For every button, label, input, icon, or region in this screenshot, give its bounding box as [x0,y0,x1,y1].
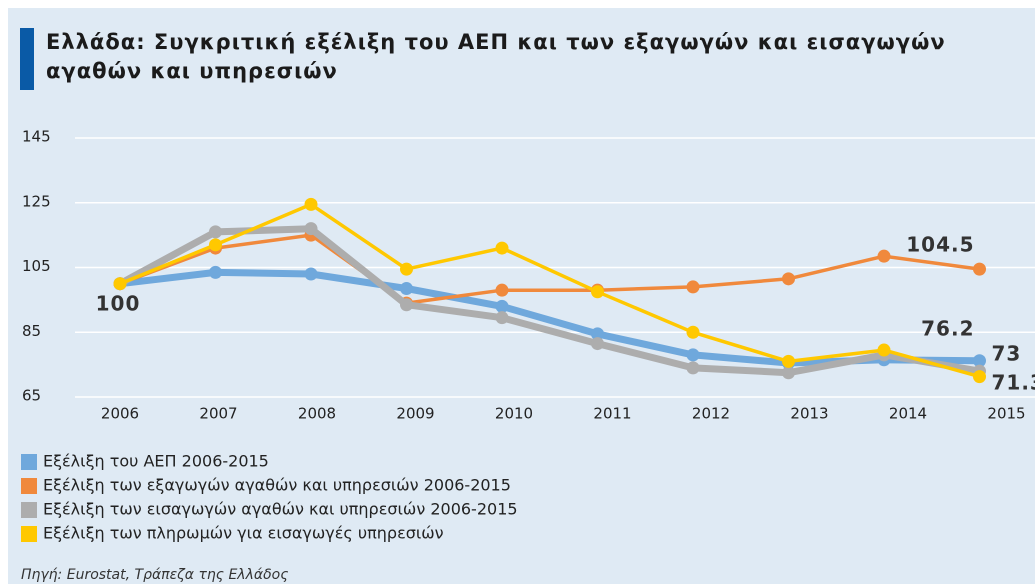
series-line [119,268,980,367]
data-point [686,280,700,294]
data-point [209,265,222,279]
legend-label: Εξέλιξη των εξαγωγών αγαθών και υπηρεσιώ… [43,476,511,495]
data-label: 100 [96,292,141,316]
data-point [591,337,604,351]
data-point [209,225,222,239]
data-point [304,267,318,281]
data-point [973,262,986,276]
data-point [686,348,700,362]
data-point [495,241,509,255]
data-label: 73 [992,342,1022,366]
legend-label: Εξέλιξη των πληρωμών για εισαγωγές υπηρε… [43,524,444,543]
data-point [686,325,700,339]
data-point [495,283,509,297]
x-tick-label: 2013 [790,405,828,423]
data-point [686,361,700,375]
data-label: 76.2 [921,317,974,341]
data-point [782,366,795,380]
title-bar [20,28,34,90]
data-point [209,238,222,252]
data-point [591,285,604,299]
x-tick-label: 2009 [396,405,434,423]
x-tick-label: 2008 [298,405,336,423]
legend-label: Εξέλιξη των εισαγωγών αγαθών και υπηρεσι… [43,500,518,519]
source: Πηγή: Eurostat, Τράπεζα της Ελλάδος [21,567,288,583]
data-point [973,370,986,384]
y-tick-label: 105 [22,257,51,275]
series-line [119,202,980,379]
data-point [877,343,891,357]
x-tick-label: 2015 [987,405,1025,423]
data-point [113,277,127,291]
data-point [495,311,509,325]
legend-swatch [21,454,37,470]
background [8,8,1035,584]
y-tick-label: 125 [22,192,51,210]
x-tick-label: 2007 [199,405,237,423]
data-point [495,299,509,313]
legend-swatch [21,502,37,518]
legend-label: Εξέλιξη του ΑΕΠ 2006-2015 [43,452,269,471]
data-point [782,272,795,286]
data-label: 71.3 [992,371,1035,395]
legend-swatch [21,478,37,494]
x-tick-label: 2011 [593,405,631,423]
data-point [304,197,318,211]
y-tick-label: 65 [22,387,41,405]
data-point [400,298,413,312]
data-point [400,262,413,276]
legend-swatch [21,526,37,542]
x-tick-label: 2006 [101,405,139,423]
data-point [400,282,413,296]
data-point [304,222,318,236]
data-point [973,354,986,368]
series-line [119,233,980,305]
data-point [877,249,891,263]
y-tick-label: 145 [22,128,51,146]
y-tick-label: 85 [22,322,41,340]
chart-title: Ελλάδα: Συγκριτική εξέλιξη του ΑΕΠ και τ… [46,30,946,83]
x-tick-label: 2010 [495,405,533,423]
data-point [591,327,604,341]
x-tick-label: 2014 [889,405,927,423]
series-line [118,225,981,377]
data-point [782,354,795,368]
x-tick-label: 2012 [692,405,730,423]
data-label: 104.5 [906,233,974,257]
